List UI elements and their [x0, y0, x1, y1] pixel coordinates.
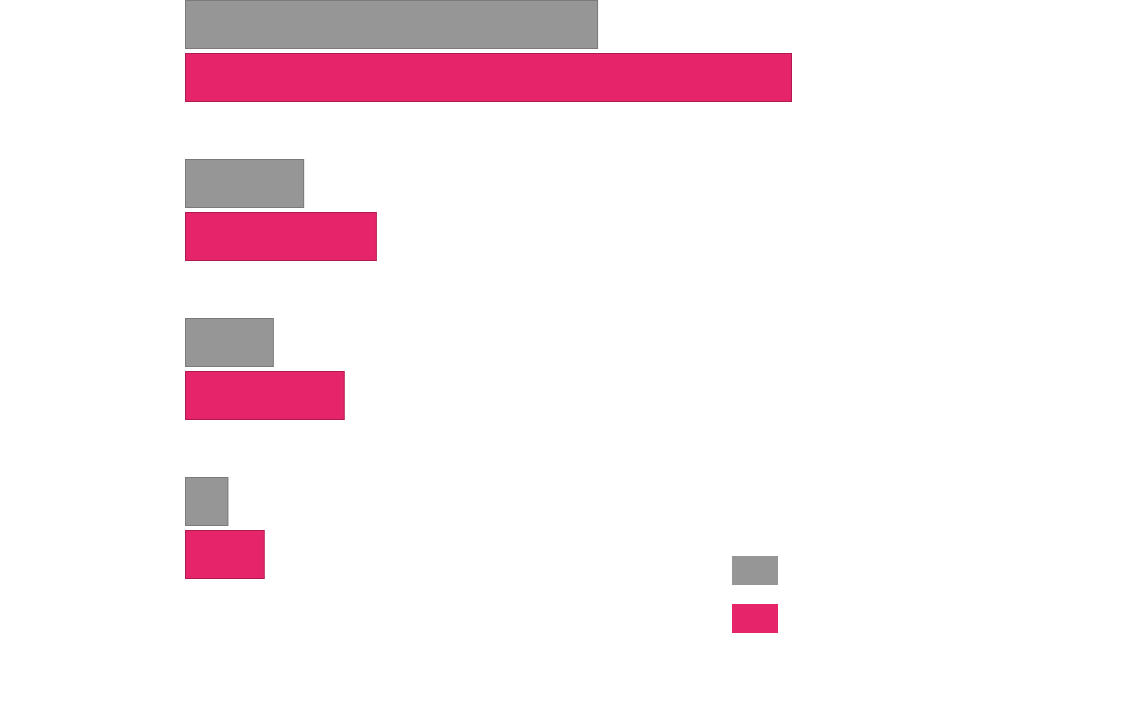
legend-swatch-series1	[732, 556, 778, 585]
bar-series2-category2	[185, 212, 377, 261]
bar-series2-category1	[185, 53, 792, 102]
legend-swatch-series2	[732, 604, 778, 633]
bar-series2-category4	[185, 530, 265, 579]
bar-series1-category4	[185, 477, 229, 526]
bar-series2-category3	[185, 371, 345, 420]
bar-series1-category3	[185, 318, 274, 367]
bar-series1-category1	[185, 0, 599, 49]
bar-series1-category2	[185, 159, 305, 208]
